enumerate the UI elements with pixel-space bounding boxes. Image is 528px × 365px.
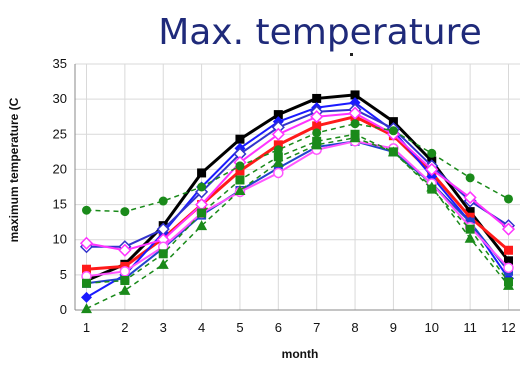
- y-tick-label: 20: [53, 161, 67, 176]
- x-axis-label: month: [282, 347, 319, 361]
- data-point: [82, 264, 92, 274]
- series-10: [81, 132, 514, 314]
- y-tick-label: 15: [53, 197, 67, 212]
- series-8: [82, 119, 513, 217]
- data-point: [427, 148, 437, 158]
- data-point: [311, 139, 323, 150]
- data-point: [273, 167, 284, 179]
- data-point: [234, 185, 246, 196]
- x-tick-label: 11: [463, 320, 477, 335]
- data-point: [465, 173, 475, 183]
- y-axis-label: maximum temperature (C: [7, 97, 21, 242]
- data-point: [350, 90, 360, 100]
- y-tick-label: 5: [60, 267, 67, 282]
- data-point: [197, 168, 207, 178]
- data-point: [120, 207, 130, 217]
- y-tick-label: 10: [53, 232, 67, 247]
- series-line: [86, 112, 510, 252]
- y-tick-label: 35: [53, 56, 67, 71]
- series-line: [86, 140, 510, 278]
- data-point: [503, 194, 513, 204]
- stray-mark: [350, 53, 353, 56]
- data-point: [81, 303, 93, 314]
- series-5: [79, 106, 516, 257]
- series-lines: [79, 90, 516, 314]
- data-point: [388, 126, 398, 136]
- x-tick-label: 4: [198, 320, 205, 335]
- data-point: [235, 134, 245, 144]
- data-point: [157, 258, 169, 269]
- data-point: [197, 208, 207, 218]
- data-point: [197, 182, 207, 192]
- x-tick-label: 5: [236, 320, 243, 335]
- data-point: [119, 284, 131, 295]
- series-line: [86, 115, 510, 271]
- data-point: [196, 220, 208, 231]
- data-point: [425, 162, 439, 176]
- x-tick-label: 12: [501, 320, 515, 335]
- x-tick-label: 7: [313, 320, 320, 335]
- data-point: [503, 256, 513, 266]
- data-point: [349, 132, 361, 143]
- data-point: [502, 279, 514, 290]
- data-point: [503, 262, 514, 274]
- data-point: [463, 190, 477, 205]
- data-point: [349, 97, 361, 109]
- data-point: [465, 207, 475, 217]
- data-point: [273, 140, 283, 150]
- data-point: [81, 291, 93, 303]
- data-point: [120, 275, 130, 285]
- series-line: [86, 108, 510, 248]
- x-tick-label: 10: [425, 320, 439, 335]
- y-tick-label: 30: [53, 91, 67, 106]
- y-tick-label: 0: [60, 302, 67, 317]
- data-point: [272, 156, 284, 167]
- data-point: [503, 245, 513, 255]
- data-point: [501, 222, 516, 236]
- data-point: [273, 152, 283, 162]
- data-point: [158, 249, 168, 259]
- data-point: [235, 175, 245, 185]
- data-point: [312, 121, 322, 131]
- data-point: [118, 243, 132, 257]
- x-tick-label: 8: [351, 320, 358, 335]
- x-tick-label: 9: [390, 320, 397, 335]
- chart-title: Max. temperature: [158, 12, 482, 53]
- data-point: [465, 224, 475, 234]
- data-point: [312, 93, 322, 103]
- axes: [74, 64, 520, 311]
- data-point: [79, 236, 94, 250]
- series-line: [86, 140, 510, 285]
- data-point: [387, 146, 399, 157]
- data-point: [119, 266, 131, 277]
- data-point: [235, 166, 245, 176]
- data-point: [350, 119, 360, 129]
- x-tick-label: 6: [275, 320, 282, 335]
- data-point: [235, 161, 245, 171]
- data-point: [271, 127, 285, 141]
- x-tick-label: 1: [83, 320, 90, 335]
- data-point: [82, 205, 92, 215]
- data-point: [82, 278, 92, 288]
- data-point: [348, 106, 362, 120]
- data-point: [388, 117, 398, 127]
- series-line: [86, 122, 509, 213]
- data-point: [464, 232, 476, 243]
- data-point: [312, 128, 322, 138]
- series-line: [86, 137, 510, 310]
- data-point: [273, 145, 283, 155]
- data-point: [310, 110, 324, 124]
- data-point: [273, 110, 283, 120]
- x-tick-label: 2: [121, 320, 128, 335]
- data-point: [158, 196, 168, 206]
- x-tick-label: 3: [160, 320, 167, 335]
- y-tick-label: 25: [53, 126, 67, 141]
- data-point: [426, 181, 438, 192]
